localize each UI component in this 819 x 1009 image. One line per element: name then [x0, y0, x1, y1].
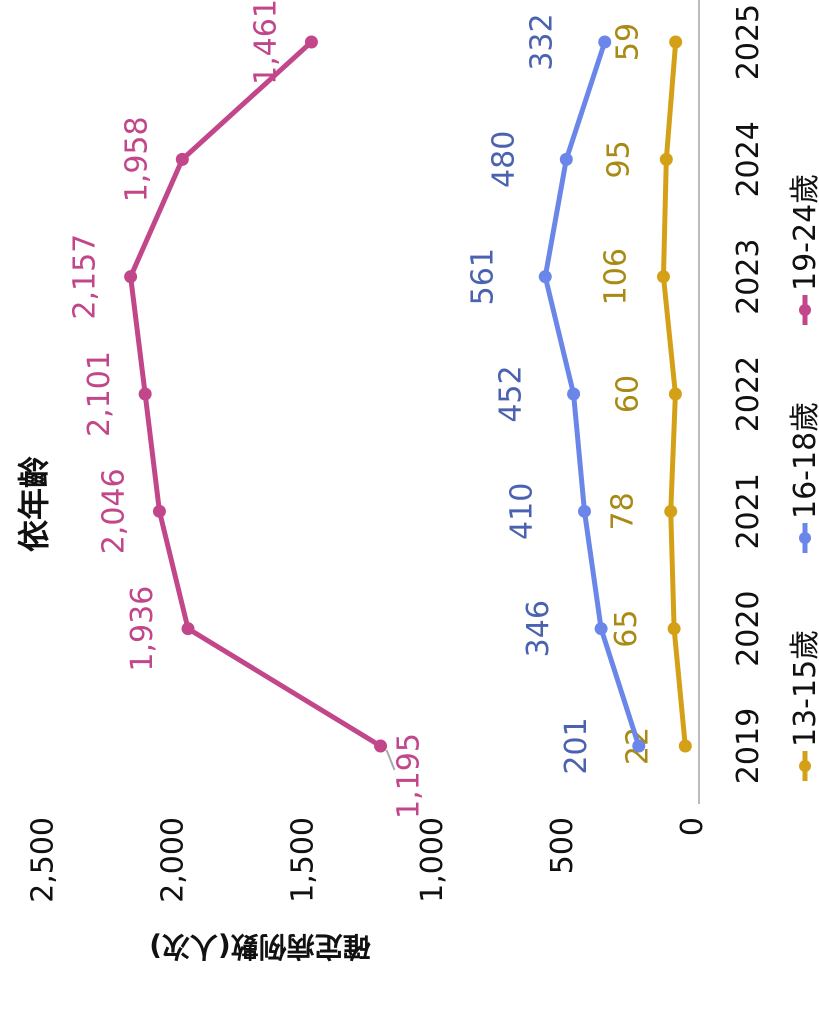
- y-tick-label: 2,500: [26, 817, 61, 903]
- y-tick-label: 0: [675, 817, 710, 836]
- data-label: 2,157: [68, 234, 103, 320]
- data-label: 480: [486, 131, 521, 188]
- data-label: 201: [559, 717, 594, 774]
- data-label: 106: [598, 248, 633, 305]
- y-tick-label: 500: [545, 817, 580, 874]
- data-label: 1,461: [248, 0, 283, 85]
- data-label: 1,936: [125, 586, 160, 672]
- x-tick-label: 2023: [731, 239, 766, 315]
- data-point: [538, 270, 552, 284]
- label-leader-line: [385, 749, 396, 771]
- data-point: [152, 504, 166, 518]
- legend-marker: [799, 304, 811, 316]
- data-label: 452: [494, 365, 529, 422]
- data-point: [664, 504, 678, 518]
- data-point: [577, 504, 591, 518]
- data-point: [598, 35, 612, 49]
- data-point: [181, 622, 195, 636]
- data-label: 65: [609, 610, 644, 648]
- x-tick-label: 2021: [731, 473, 766, 549]
- data-label: 95: [601, 140, 636, 178]
- data-point: [632, 739, 646, 753]
- series-line: [128, 40, 382, 749]
- data-label: 60: [610, 375, 645, 413]
- x-tick-label: 2020: [731, 590, 766, 666]
- data-point: [304, 35, 318, 49]
- data-point: [567, 387, 581, 401]
- x-tick-label: 2022: [731, 356, 766, 432]
- x-tick-label: 2024: [731, 121, 766, 197]
- data-label: 2,101: [82, 351, 117, 437]
- x-tick-label: 2025: [731, 4, 766, 80]
- data-label: 561: [465, 248, 500, 305]
- data-point: [668, 387, 682, 401]
- legend: 13-15歲 16-18歲 19-24歲: [788, 174, 819, 781]
- data-point: [667, 622, 681, 636]
- data-point: [656, 270, 670, 284]
- y-tick-label: 1,000: [415, 817, 450, 903]
- legend-marker: [799, 760, 811, 772]
- data-label: 2,046: [96, 468, 131, 554]
- y-tick-label: 2,000: [155, 817, 190, 903]
- y-tick-label: 1,500: [285, 817, 320, 903]
- data-point: [138, 387, 152, 401]
- x-ticks: 2019 2020 2021 2022 2023 2024 2025: [731, 4, 766, 784]
- data-label: 346: [521, 600, 556, 657]
- data-point: [559, 152, 573, 166]
- data-point: [374, 739, 388, 753]
- data-label: 59: [611, 23, 646, 61]
- data-label: 78: [606, 492, 641, 530]
- data-point: [678, 739, 692, 753]
- data-point: [669, 35, 683, 49]
- data-label: 1,195: [392, 733, 427, 819]
- legend-entry: 13-15歲: [788, 630, 819, 747]
- legend-entry: 16-18歲: [788, 402, 819, 519]
- data-label: 332: [525, 13, 560, 70]
- legend-marker: [799, 532, 811, 544]
- data-point: [594, 622, 608, 636]
- y-axis-label: 確定病例數(人次): [149, 930, 371, 963]
- y-ticks: 0 500 1,000 1,500 2,000 2,500: [26, 817, 711, 903]
- series-group: 2265786010695592013464104525614803321,19…: [68, 0, 692, 819]
- chart-title: 依年齡: [15, 456, 53, 552]
- x-tick-label: 2019: [731, 708, 766, 784]
- data-point: [124, 270, 138, 284]
- data-label: 410: [504, 483, 539, 540]
- legend-entry: 19-24歲: [788, 174, 819, 291]
- data-label: 1,958: [119, 116, 154, 202]
- data-point: [659, 152, 673, 166]
- data-point: [175, 152, 189, 166]
